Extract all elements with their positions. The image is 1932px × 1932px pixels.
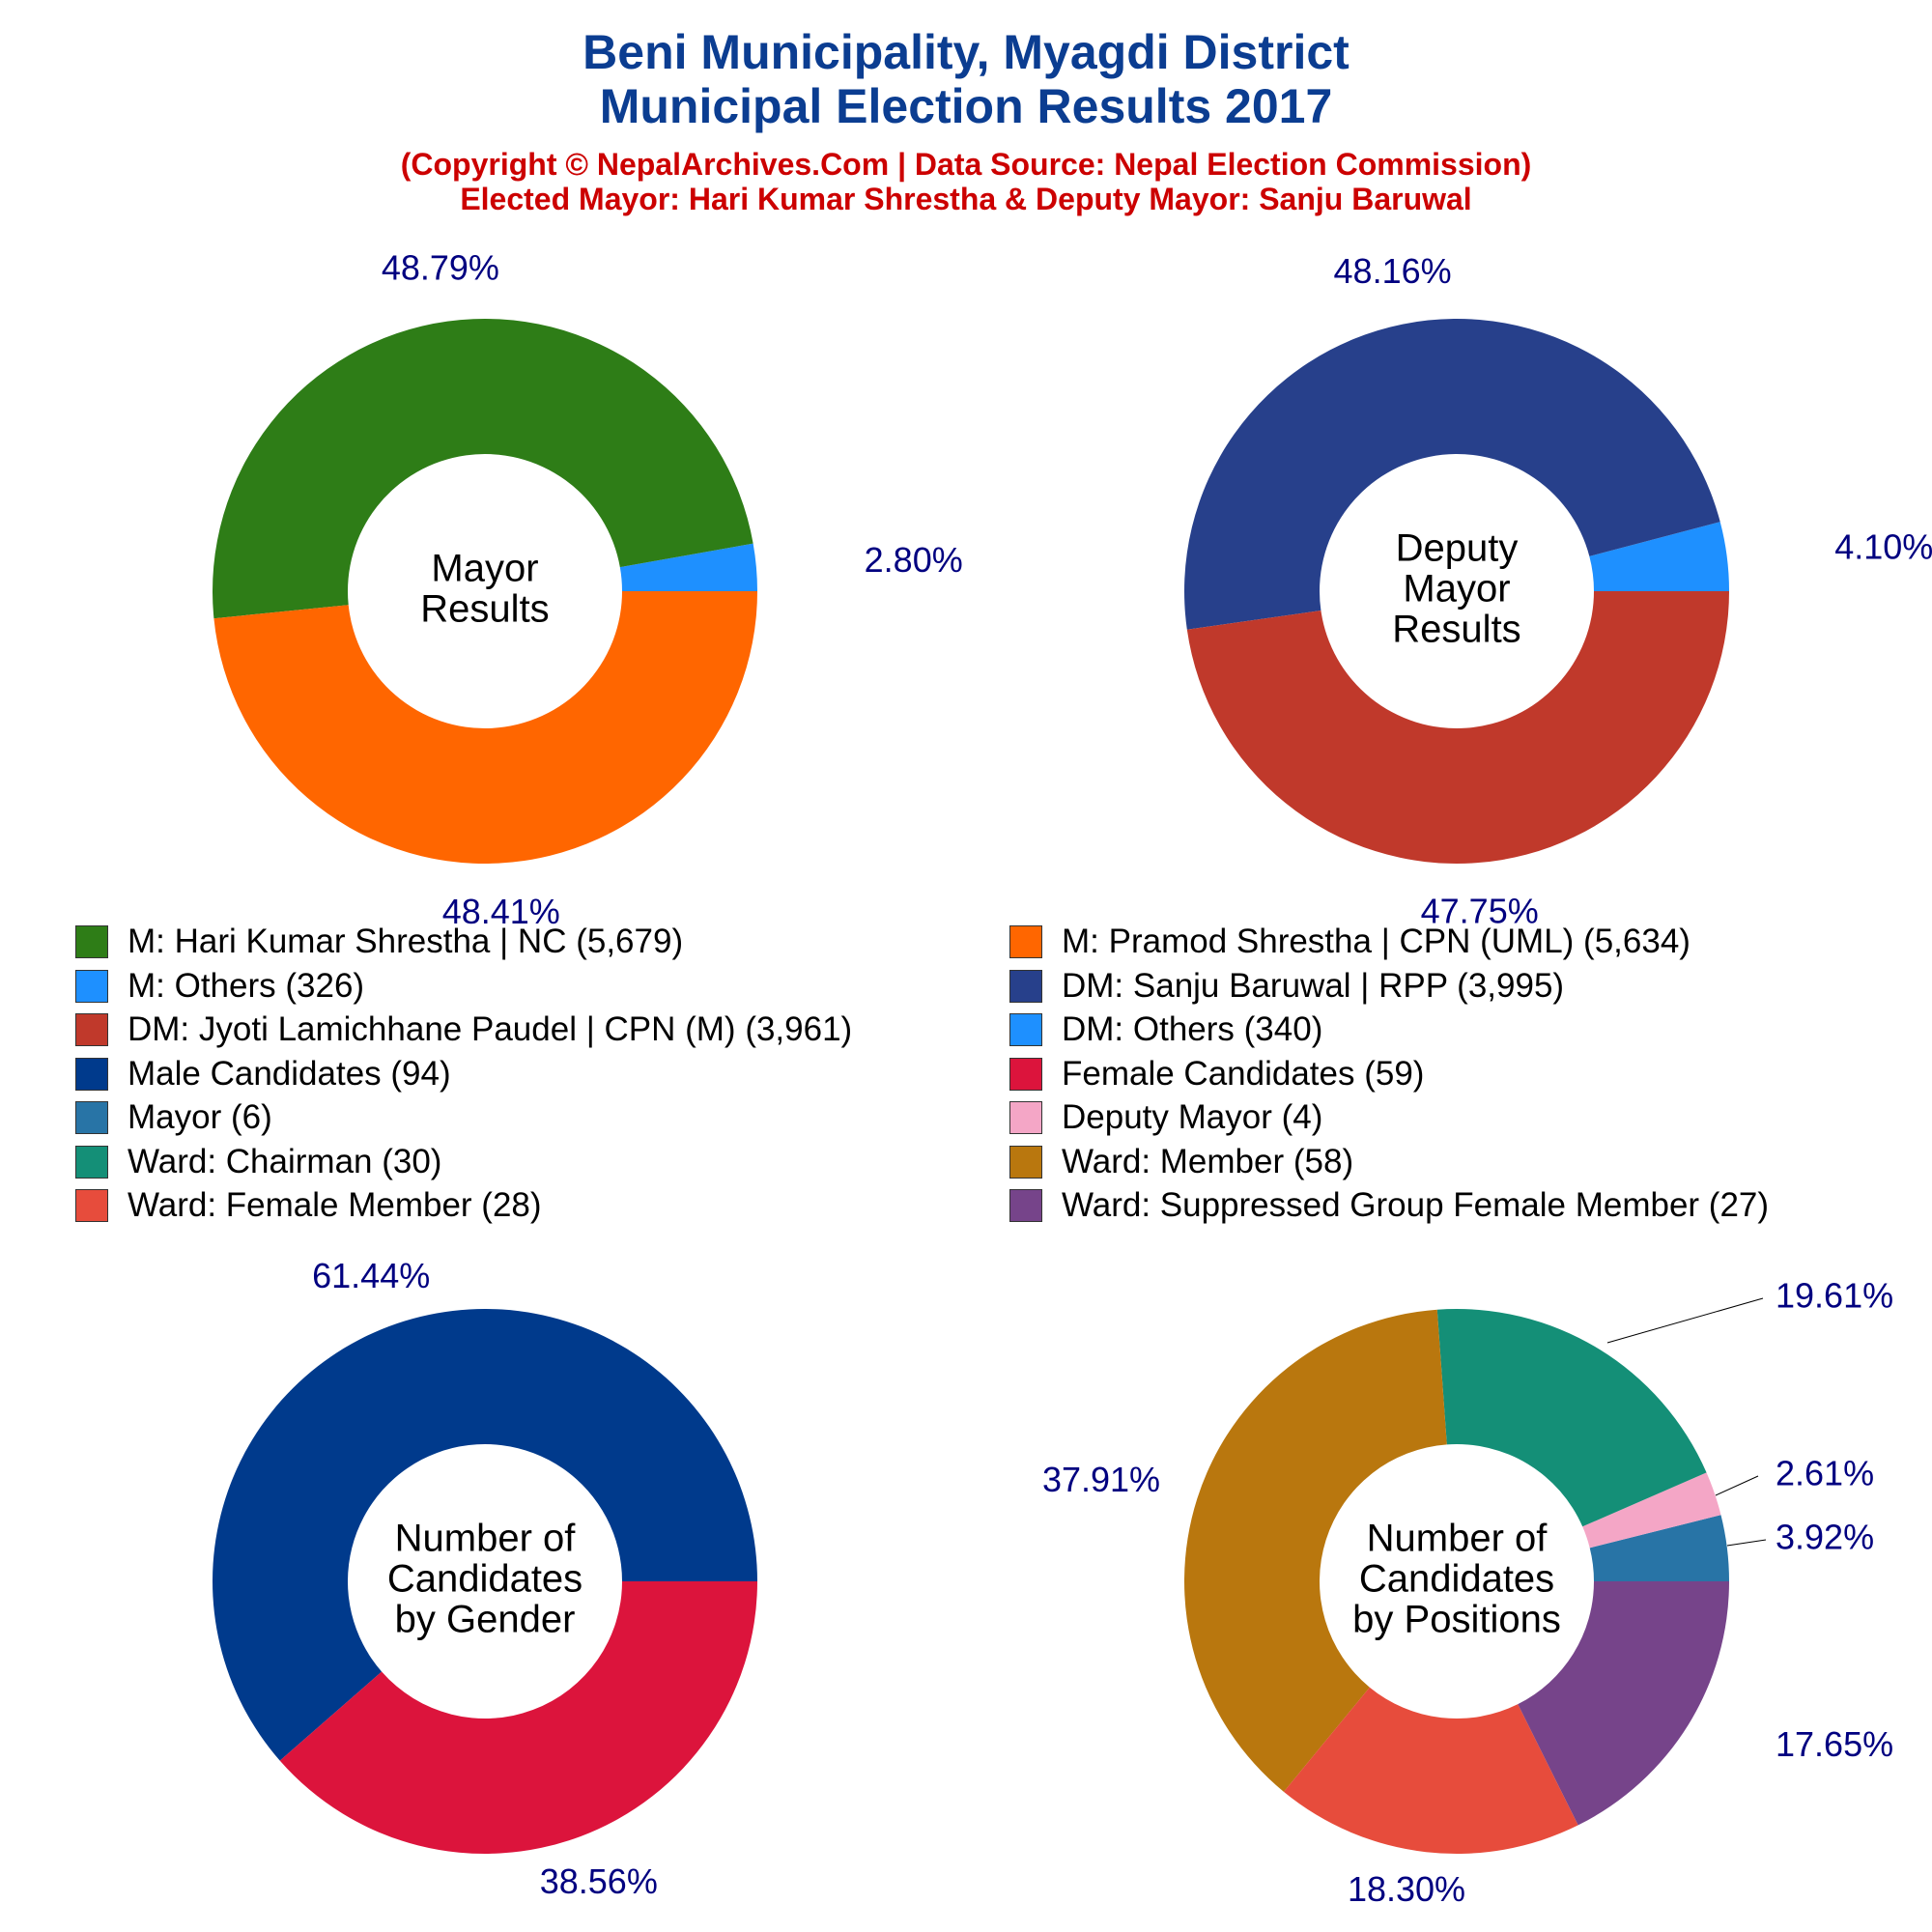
legend-item-m-others-326: M: Others (326) xyxy=(75,967,364,1006)
chart-title-line1: Beni Municipality, Myagdi District xyxy=(582,25,1350,79)
legend-label: M: Others (326) xyxy=(128,966,365,1005)
legend-label: Mayor (6) xyxy=(128,1098,272,1136)
slice-deputy-mayor xyxy=(1582,1472,1721,1548)
slice-m-hari-kumar-shrestha-nc xyxy=(213,318,753,619)
legend-label: M: Hari Kumar Shrestha | NC (5,679) xyxy=(128,923,684,960)
legend-label: Ward: Chairman (30) xyxy=(128,1142,442,1180)
percent-label-ward-chairman: 19.61% xyxy=(1776,1276,1893,1316)
legend-label: DM: Others (340) xyxy=(1062,1010,1323,1048)
slice-mayor xyxy=(1589,1515,1729,1581)
legend-label: DM: Jyoti Lamichhane Paudel | CPN (M) (3… xyxy=(128,1010,853,1048)
percent-label-m-pramod-shrestha-cpn-uml: 48.41% xyxy=(442,892,560,931)
center-label: Number of Candidates by Positions xyxy=(1352,1518,1561,1641)
percent-label-mayor: 3.92% xyxy=(1776,1518,1874,1557)
legend-label: DM: Sanju Baruwal | RPP (3,995) xyxy=(1062,966,1565,1005)
percent-label-female-candidates: 38.56% xyxy=(540,1861,658,1901)
leader-line-ward-chairman xyxy=(1606,1297,1764,1344)
legend-swatch xyxy=(75,1145,108,1179)
percent-label-m-others: 2.80% xyxy=(865,540,963,580)
slice-ward-suppressed-group-female-member xyxy=(1518,1581,1729,1826)
legend-swatch xyxy=(75,1057,108,1091)
legend-label: M: Pramod Shrestha | CPN (UML) (5,634) xyxy=(1062,923,1690,960)
legend-label: Deputy Mayor (4) xyxy=(1062,1098,1323,1136)
legend-item-m-pramod-shrestha-cpn-uml-5-634: M: Pramod Shrestha | CPN (UML) (5,634) xyxy=(1009,923,1690,961)
slice-dm-others xyxy=(1589,522,1729,591)
legend-swatch xyxy=(1009,969,1042,1003)
legend-item-m-hari-kumar-shrestha-nc-5-679: M: Hari Kumar Shrestha | NC (5,679) xyxy=(75,923,683,961)
slice-ward-chairman xyxy=(1436,1309,1707,1527)
legend-swatch xyxy=(75,969,108,1003)
legend-label: Male Candidates (94) xyxy=(128,1054,451,1093)
legend-swatch xyxy=(75,1189,108,1222)
legend-item-deputy-mayor-4: Deputy Mayor (4) xyxy=(1009,1098,1322,1137)
leader-line-deputy-mayor xyxy=(1715,1475,1759,1496)
legend-item-dm-sanju-baruwal-rpp-3-995: DM: Sanju Baruwal | RPP (3,995) xyxy=(1009,967,1564,1006)
legend-swatch xyxy=(1009,925,1042,958)
percent-label-dm-others: 4.10% xyxy=(1834,527,1932,567)
legend-swatch xyxy=(1009,1101,1042,1134)
chart-title-line2: Municipal Election Results 2017 xyxy=(599,79,1333,133)
slice-m-others xyxy=(619,543,758,591)
percent-label-dm-jyoti-lamichhane-paudel-cpn-m: 47.75% xyxy=(1421,892,1539,931)
legend-item-dm-jyoti-lamichhane-paudel-cpn-m-3-961: DM: Jyoti Lamichhane Paudel | CPN (M) (3… xyxy=(75,1010,852,1049)
legend-item-ward-suppressed-group-female-member-27: Ward: Suppressed Group Female Member (27… xyxy=(1009,1186,1769,1225)
legend-item-dm-others-340: DM: Others (340) xyxy=(1009,1010,1322,1049)
slice-female-candidates xyxy=(279,1581,757,1855)
legend-swatch xyxy=(75,1013,108,1046)
legend-label: Female Candidates (59) xyxy=(1062,1054,1425,1093)
slice-male-candidates xyxy=(213,1309,757,1761)
slice-ward-member xyxy=(1183,1309,1447,1792)
legend-item-male-candidates-94: Male Candidates (94) xyxy=(75,1055,451,1094)
percent-label-ward-suppressed-group-female-member: 17.65% xyxy=(1776,1724,1893,1764)
legend-swatch xyxy=(1009,1145,1042,1179)
chart-subtitle-elected: Elected Mayor: Hari Kumar Shrestha & Dep… xyxy=(460,182,1472,216)
legend-item-ward-member-58: Ward: Member (58) xyxy=(1009,1143,1353,1181)
chart-subtitle-copyright: (Copyright © NepalArchives.Com | Data So… xyxy=(400,147,1532,182)
legend-swatch xyxy=(1009,1189,1042,1222)
legend-label: Ward: Suppressed Group Female Member (27… xyxy=(1062,1186,1770,1224)
percent-label-m-hari-kumar-shrestha-nc: 48.79% xyxy=(382,248,499,288)
slice-dm-sanju-baruwal-rpp xyxy=(1184,319,1720,630)
percent-label-dm-sanju-baruwal-rpp: 48.16% xyxy=(1334,251,1452,291)
percent-label-ward-member: 37.91% xyxy=(1042,1460,1160,1499)
legend-item-female-candidates-59: Female Candidates (59) xyxy=(1009,1055,1424,1094)
legend-item-mayor-6: Mayor (6) xyxy=(75,1098,272,1137)
leader-line-mayor xyxy=(1726,1539,1767,1547)
legend-item-ward-female-member-28: Ward: Female Member (28) xyxy=(75,1186,542,1225)
legend-item-ward-chairman-30: Ward: Chairman (30) xyxy=(75,1143,441,1181)
legend-swatch xyxy=(75,925,108,958)
legend-label: Ward: Member (58) xyxy=(1062,1142,1354,1180)
slice-m-pramod-shrestha-cpn-uml xyxy=(213,591,757,865)
slice-dm-jyoti-lamichhane-paudel-cpn-m xyxy=(1186,591,1729,864)
percent-label-deputy-mayor: 2.61% xyxy=(1776,1454,1874,1493)
center-label: Deputy Mayor Results xyxy=(1392,527,1520,651)
center-label: Number of Candidates by Gender xyxy=(387,1518,582,1641)
slice-ward-female-member xyxy=(1283,1687,1578,1854)
legend-swatch xyxy=(1009,1013,1042,1046)
percent-label-ward-female-member: 18.30% xyxy=(1348,1869,1465,1909)
percent-label-male-candidates: 61.44% xyxy=(312,1256,430,1295)
legend-swatch xyxy=(1009,1057,1042,1091)
legend-swatch xyxy=(75,1101,108,1134)
center-label: Mayor Results xyxy=(420,548,549,631)
legend-label: Ward: Female Member (28) xyxy=(128,1186,542,1224)
